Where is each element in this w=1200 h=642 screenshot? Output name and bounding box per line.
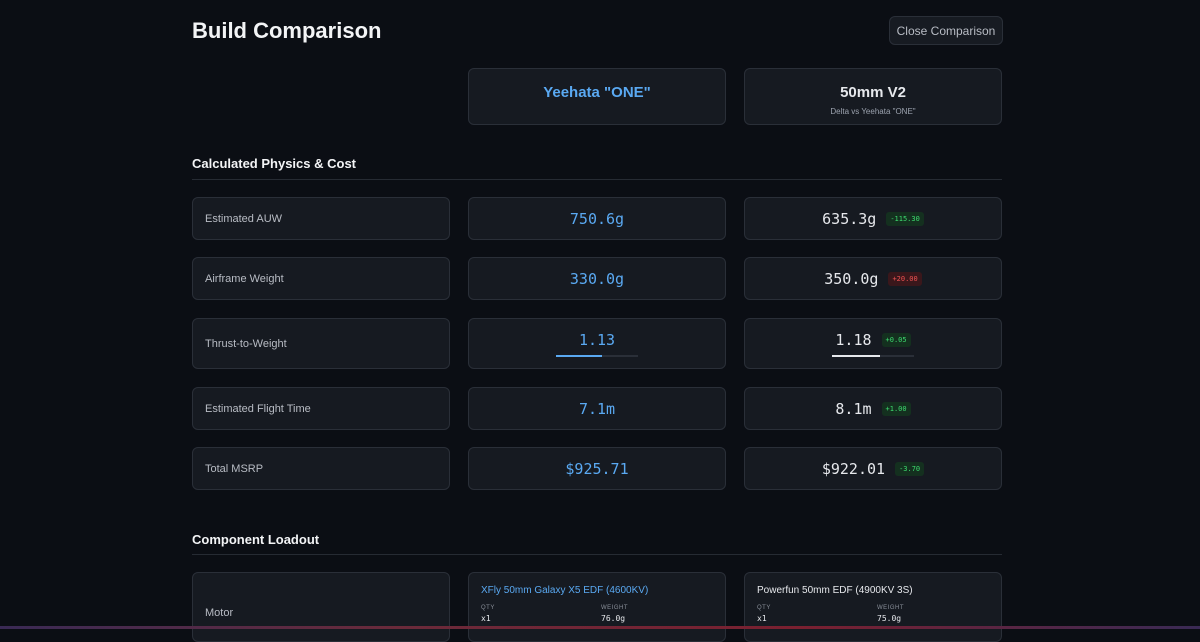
weight-value: 75.0g	[877, 614, 902, 623]
value: $925.71	[565, 459, 629, 478]
close-comparison-button[interactable]: Close Comparison	[889, 16, 1003, 45]
metric-value-b: 1.18 +0.05	[744, 318, 1002, 369]
metric-label: Total MSRP	[192, 447, 450, 490]
metric-value-a: $925.71	[468, 447, 726, 490]
value: 1.13	[578, 330, 616, 349]
value: 750.6g	[569, 209, 625, 228]
metric-value-a: 750.6g	[468, 197, 726, 240]
section-heading-components: Component Loadout	[192, 532, 1002, 555]
qty-value: x1	[481, 614, 491, 623]
qty-value: x1	[757, 614, 767, 623]
metric-value-b: 635.3g -115.30	[744, 197, 1002, 240]
metric-value-b: $922.01 -3.70	[744, 447, 1002, 490]
weight-label: WEIGHT	[877, 605, 904, 611]
metric-value-b: 350.0g +20.00	[744, 257, 1002, 300]
weight-label: WEIGHT	[601, 605, 628, 611]
delta-badge: +20.00	[888, 271, 922, 286]
metric-label: Airframe Weight	[192, 257, 450, 300]
delta-badge: -3.70	[895, 461, 925, 476]
component-card-b[interactable]: Powerfun 50mm EDF (4900KV 3S) QTY x1 WEIG…	[744, 572, 1002, 642]
build-name: Yeehata "ONE"	[543, 84, 651, 101]
metric-value-a: 7.1m	[468, 387, 726, 430]
bottom-accent-bar	[0, 626, 1200, 629]
component-name[interactable]: XFly 50mm Galaxy X5 EDF (4600KV)	[481, 585, 649, 596]
metric-value-a: 330.0g	[468, 257, 726, 300]
build-header-b: 50mm V2 Delta vs Yeehata "ONE"	[744, 68, 1002, 125]
thrust-ratio-bar	[556, 354, 638, 357]
metric-value-b: 8.1m +1.00	[744, 387, 1002, 430]
metric-value-a: 1.13	[468, 318, 726, 369]
weight-value: 76.0g	[601, 614, 626, 623]
value: 7.1m	[578, 399, 616, 418]
value: 330.0g	[569, 269, 625, 288]
build-header-a: Yeehata "ONE"	[468, 68, 726, 125]
metric-label: Estimated AUW	[192, 197, 450, 240]
build-name: 50mm V2	[840, 84, 906, 101]
value: $922.01	[821, 459, 886, 478]
delta-badge: +1.00	[881, 401, 911, 416]
delta-badge: -115.30	[886, 211, 924, 226]
section-heading-physics: Calculated Physics & Cost	[192, 156, 1002, 180]
page-title: Build Comparison	[192, 18, 382, 43]
metric-label: Estimated Flight Time	[192, 387, 450, 430]
value: 635.3g	[822, 209, 877, 228]
thrust-ratio-bar	[832, 354, 914, 357]
qty-label: QTY	[481, 605, 495, 611]
delta-badge: +0.05	[881, 332, 911, 347]
value: 8.1m	[835, 399, 872, 418]
component-name[interactable]: Powerfun 50mm EDF (4900KV 3S)	[757, 585, 913, 596]
qty-label: QTY	[757, 605, 771, 611]
component-label: Motor	[192, 572, 450, 642]
metric-label: Thrust-to-Weight	[192, 318, 450, 369]
value: 1.18	[835, 330, 872, 349]
build-subtitle: Delta vs Yeehata "ONE"	[830, 107, 916, 116]
value: 350.0g	[824, 269, 879, 288]
component-card-a[interactable]: XFly 50mm Galaxy X5 EDF (4600KV) QTY x1 W…	[468, 572, 726, 642]
